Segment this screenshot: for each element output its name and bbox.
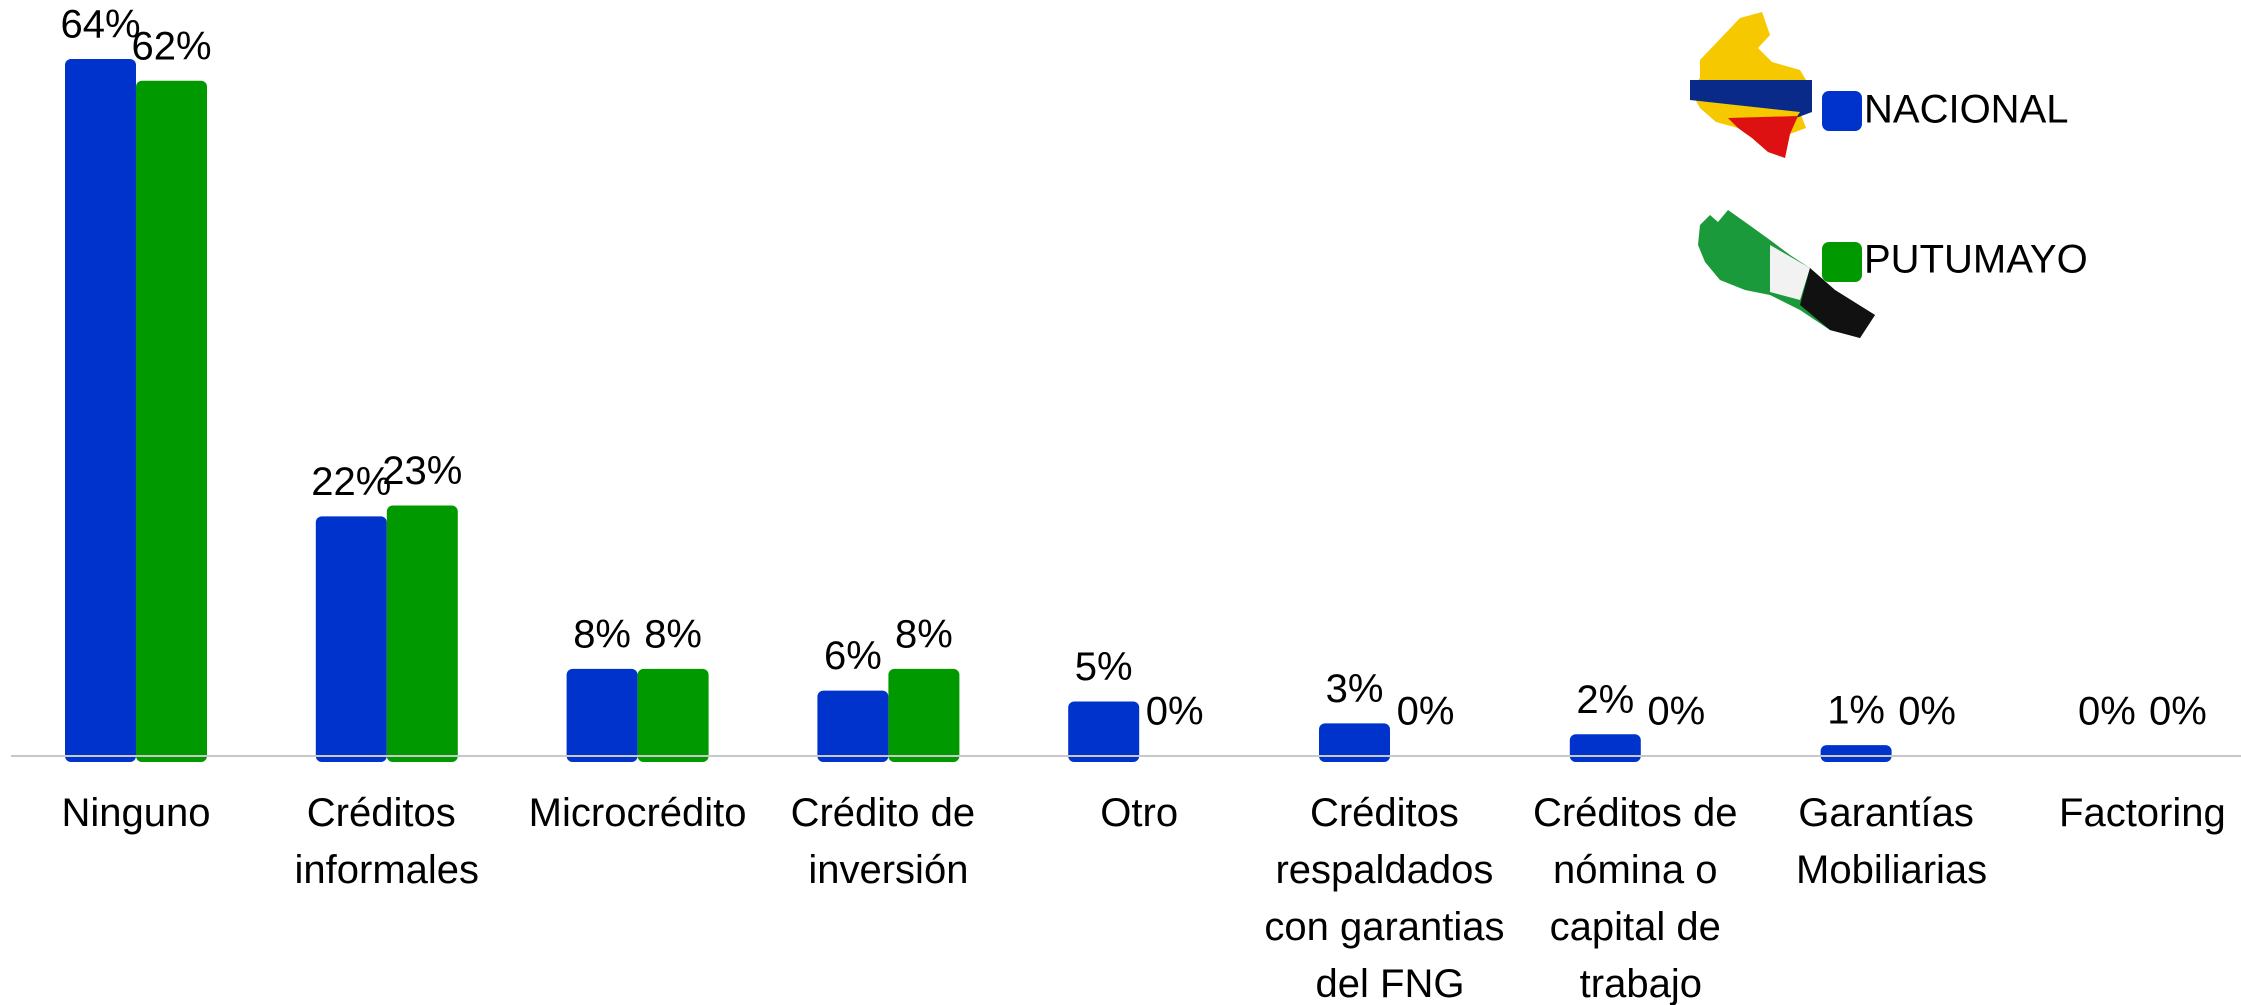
data-label: 22% xyxy=(311,460,391,504)
data-label: 0% xyxy=(2149,690,2207,734)
bar xyxy=(136,80,207,762)
data-label: 8% xyxy=(895,612,953,656)
data-label: 0% xyxy=(2078,690,2136,734)
x-tick-label: Créditos respaldados con garantias del F… xyxy=(1264,791,1515,1005)
data-label: 23% xyxy=(382,449,462,493)
data-label: 6% xyxy=(824,634,882,678)
x-tick-label: Crédito de inversión xyxy=(791,791,987,892)
bar xyxy=(637,668,709,762)
bar xyxy=(1319,723,1390,762)
x-tick-label: Créditos informales xyxy=(295,791,480,892)
x-tick-label: Otro xyxy=(1100,791,1178,835)
data-label: 0% xyxy=(1397,690,1455,734)
data-label: 62% xyxy=(131,24,211,68)
data-label: 0% xyxy=(1898,690,1956,734)
bar xyxy=(315,516,387,762)
x-tick-label: Ninguno xyxy=(61,791,210,835)
x-tick-label: Garantías Mobiliarias xyxy=(1796,791,1987,892)
data-label: 0% xyxy=(1647,690,1705,734)
bar xyxy=(65,59,136,762)
legend-icon-colombia xyxy=(1690,12,1812,158)
x-tick-label: Microcrédito xyxy=(529,791,747,835)
data-label: 5% xyxy=(1075,645,1133,689)
bar xyxy=(1068,701,1140,762)
data-label: 0% xyxy=(1146,690,1204,734)
data-label: 64% xyxy=(60,3,140,47)
legend-label: PUTUMAYO xyxy=(1864,238,2088,282)
bar xyxy=(817,690,889,762)
legend-label: NACIONAL xyxy=(1864,88,2069,132)
bar xyxy=(1820,745,1892,762)
legend-icon-putumayo xyxy=(1698,210,1875,338)
x-tick-label: Créditos de nómina o capital de trabajo xyxy=(1533,791,1749,1005)
x-tick-label: Factoring xyxy=(2059,791,2226,835)
legend-swatch xyxy=(1822,242,1862,282)
bar xyxy=(566,668,638,762)
bar xyxy=(1569,734,1641,762)
bar xyxy=(386,505,458,762)
bar xyxy=(888,668,960,762)
legend: NACIONAL PUTUMAYO xyxy=(1690,12,2088,338)
data-label: 1% xyxy=(1827,689,1885,733)
data-label: 8% xyxy=(644,612,702,656)
legend-swatch xyxy=(1822,91,1862,131)
data-label: 8% xyxy=(573,612,631,656)
data-label: 2% xyxy=(1576,678,1634,722)
data-label: 3% xyxy=(1326,667,1384,711)
